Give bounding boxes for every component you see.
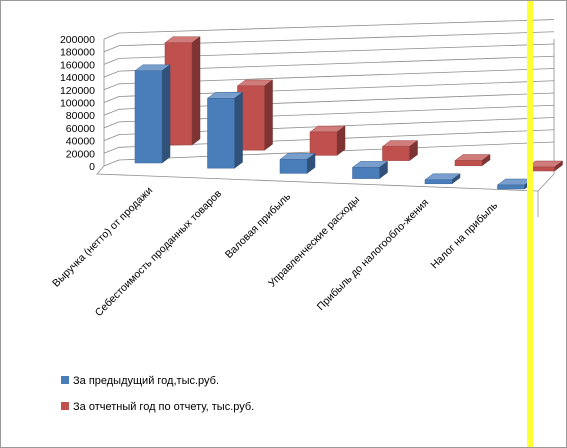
floor-front xyxy=(96,165,555,192)
y-tick-label: 20000 xyxy=(66,148,95,160)
legend: За предыдущий год,тыс.руб. За отчетный го… xyxy=(61,375,254,413)
y-tick-label: 80000 xyxy=(66,110,95,122)
y-tick-label: 200000 xyxy=(60,34,95,46)
y-tick-label: 140000 xyxy=(60,72,95,84)
category-label: Налог на прибыль xyxy=(428,199,500,271)
legend-label: За отчетный год по отчету, тыс.руб. xyxy=(73,401,254,413)
y-tick-label: 100000 xyxy=(60,98,95,110)
gridline-left xyxy=(103,45,120,53)
bar-series-2 xyxy=(309,125,346,156)
gridline-left xyxy=(103,108,120,116)
gridline-left xyxy=(103,159,120,167)
y-tick-label: 120000 xyxy=(60,85,95,97)
bar-series-2 xyxy=(236,79,274,151)
gridline-left xyxy=(103,96,120,103)
bar-series-1 xyxy=(279,152,316,174)
bar-series-2 xyxy=(381,140,419,162)
gridline-left xyxy=(103,32,120,40)
category-label: Себестоимость проданных товаров xyxy=(93,187,225,319)
bar-series-2 xyxy=(526,160,564,172)
y-axis-ticks: 0200004000060000800001000001200001400001… xyxy=(60,34,95,173)
gridline-left xyxy=(103,134,120,141)
bar-series-2 xyxy=(454,154,491,167)
legend-swatch xyxy=(61,402,69,410)
bar-series-1 xyxy=(134,64,171,164)
gridline-left xyxy=(103,70,120,78)
y-tick-label: 40000 xyxy=(66,136,95,148)
bars xyxy=(134,36,564,190)
y-tick-label: 60000 xyxy=(66,123,95,135)
y-tick-label: 180000 xyxy=(60,47,95,59)
gridline-left xyxy=(103,83,120,91)
gridline-left xyxy=(103,146,120,154)
gridline-left xyxy=(103,58,120,65)
legend-swatch xyxy=(61,376,69,384)
category-label: Валовая прибыль xyxy=(223,190,294,261)
legend-label: За предыдущий год,тыс.руб. xyxy=(73,375,219,387)
y-tick-label: 0 xyxy=(89,161,95,173)
bar-series-1 xyxy=(424,173,461,185)
bar-series-1 xyxy=(206,91,244,169)
gridline xyxy=(118,19,555,34)
category-labels: Выручка (нетто) от продажиСебестоимость … xyxy=(50,185,500,319)
gridline-left xyxy=(103,121,120,129)
bar-series-1 xyxy=(351,160,389,180)
y-tick-label: 160000 xyxy=(60,59,95,71)
